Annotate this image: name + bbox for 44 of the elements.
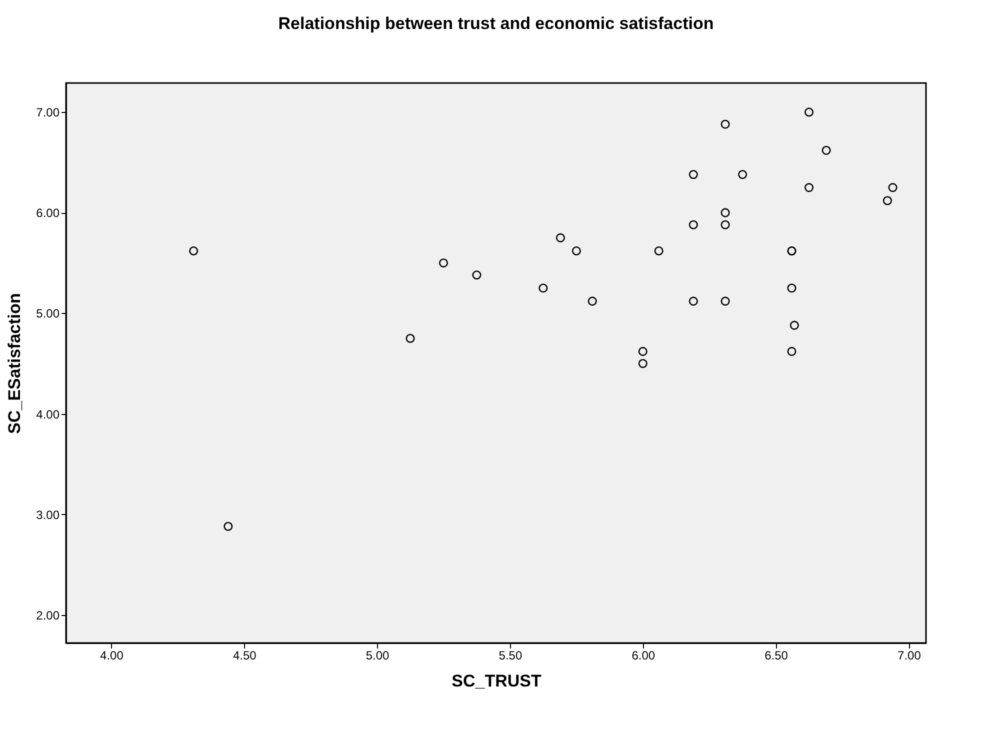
point <box>720 208 730 218</box>
y-tick-label: 2.00 <box>36 608 60 622</box>
y-tick-label: 6.00 <box>36 206 60 220</box>
x-tick-label: 4.50 <box>232 648 257 662</box>
point <box>638 346 648 356</box>
point <box>538 284 548 293</box>
point <box>189 246 198 256</box>
point <box>888 183 898 192</box>
x-tick-label: 6.50 <box>764 648 788 662</box>
point <box>720 120 730 129</box>
x-tick-label: 7.00 <box>898 648 922 662</box>
point <box>882 196 892 206</box>
point <box>638 358 648 368</box>
x-tick-label: 5.50 <box>498 648 522 662</box>
point <box>224 522 233 531</box>
chart-title: Relationship between trust and economic satisfaction <box>278 14 714 33</box>
y-tick-label: 5.00 <box>36 306 60 321</box>
x-tick-label: 5.00 <box>366 648 390 662</box>
x-tick-label: 4.00 <box>100 648 124 662</box>
point <box>688 220 698 230</box>
y-tick-label: 4.00 <box>36 407 60 422</box>
point <box>572 246 581 256</box>
point <box>720 296 730 306</box>
point <box>654 246 664 256</box>
x-tick-label: 6.00 <box>632 648 656 662</box>
x-axis-title: SC_TRUST <box>452 672 542 690</box>
point <box>822 146 831 155</box>
y-axis-title: SC_ESatisfaction <box>5 293 24 434</box>
point <box>720 220 730 230</box>
point <box>738 170 748 180</box>
point <box>438 258 448 268</box>
point <box>472 270 482 280</box>
point <box>556 233 565 242</box>
y-tick-label: 7.00 <box>36 106 60 120</box>
point <box>688 170 698 180</box>
point <box>688 296 698 306</box>
point <box>787 284 796 293</box>
point <box>406 334 415 343</box>
point <box>790 320 799 330</box>
y-tick-label: 3.00 <box>36 508 60 522</box>
point <box>804 183 814 192</box>
point <box>804 108 814 117</box>
point <box>787 346 796 356</box>
point <box>588 296 597 306</box>
